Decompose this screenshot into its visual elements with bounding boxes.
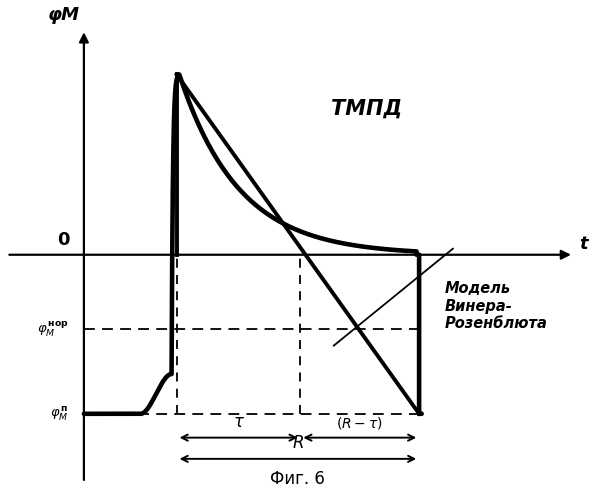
Text: $R$: $R$ [292, 434, 304, 452]
Text: $\varphi_M^{\,\mathregular{п}}$: $\varphi_M^{\,\mathregular{п}}$ [50, 405, 69, 422]
Text: φМ: φМ [47, 6, 79, 24]
Text: Модель
Винера-
Розенблюта: Модель Винера- Розенблюта [445, 281, 548, 331]
Text: 0: 0 [57, 232, 70, 250]
Text: $\tau$: $\tau$ [233, 413, 245, 431]
Text: Фиг. 6: Фиг. 6 [270, 470, 325, 488]
Text: ТМПД: ТМПД [331, 99, 403, 119]
Text: $\varphi_M^{\,\mathregular{нор}}$: $\varphi_M^{\,\mathregular{нор}}$ [37, 320, 69, 338]
Text: t: t [579, 235, 588, 253]
Text: $(R-\tau)$: $(R-\tau)$ [337, 415, 383, 431]
